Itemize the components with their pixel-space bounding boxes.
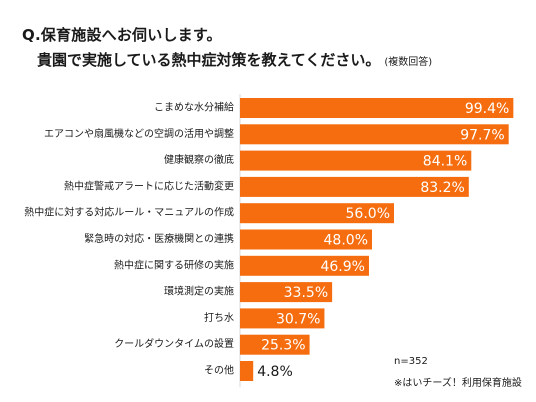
value-label: 4.8% <box>257 364 293 380</box>
category-label: 熱中症警戒アラートに応じた活動変更 <box>64 179 234 192</box>
question-text: 貴園で実施している熱中症対策を教えてください。 <box>37 51 381 69</box>
question-line-2: 貴園で実施している熱中症対策を教えてください。 (複数回答) <box>22 49 522 70</box>
value-label: 25.3% <box>261 338 305 354</box>
value-label: 33.5% <box>284 285 328 301</box>
bar <box>240 203 394 224</box>
value-label: 84.1% <box>423 154 467 170</box>
bar <box>240 150 472 171</box>
value-label: 99.4% <box>465 101 509 117</box>
category-label: 打ち水 <box>204 311 234 324</box>
category-label: 熱中症に関する研修の実施 <box>114 258 234 271</box>
bar <box>240 282 333 303</box>
value-label: 30.7% <box>276 311 320 327</box>
category-label: 熱中症に対する対応ルール・マニュアルの作成 <box>24 206 234 219</box>
bar <box>240 334 310 355</box>
multiple-answer-note: (複数回答) <box>384 57 433 68</box>
value-label: 97.7% <box>460 127 504 143</box>
category-label: その他 <box>204 364 234 377</box>
category-label: 環境測定の実施 <box>164 285 234 298</box>
question-line-1: Q.保育施設へお伺いします。 <box>22 26 222 44</box>
category-label: クールダウンタイムの設置 <box>114 337 234 350</box>
bar <box>240 255 369 276</box>
chart-title-block: Q.保育施設へお伺いします。 貴園で実施している熱中症対策を教えてください。 (複… <box>22 24 522 70</box>
value-label: 48.0% <box>324 233 368 249</box>
value-label: 56.0% <box>346 206 390 222</box>
bar <box>240 124 509 145</box>
category-label: 緊急時の対応・医療機関との連携 <box>84 232 234 245</box>
bar <box>240 229 372 250</box>
source-note: ※はいチーズ！利用保育施設 <box>394 378 522 389</box>
bar <box>240 361 254 381</box>
sample-size-note: n=352 <box>394 356 428 367</box>
value-label: 46.9% <box>320 259 364 275</box>
category-label: 健康観察の徹底 <box>164 153 234 166</box>
category-label: エアコンや扇風機などの空調の活用や調整 <box>44 127 234 140</box>
bar <box>240 98 514 118</box>
bar <box>240 176 469 197</box>
bar <box>240 308 325 329</box>
value-label: 83.2% <box>420 180 464 196</box>
category-label: こまめな水分補給 <box>154 101 234 114</box>
